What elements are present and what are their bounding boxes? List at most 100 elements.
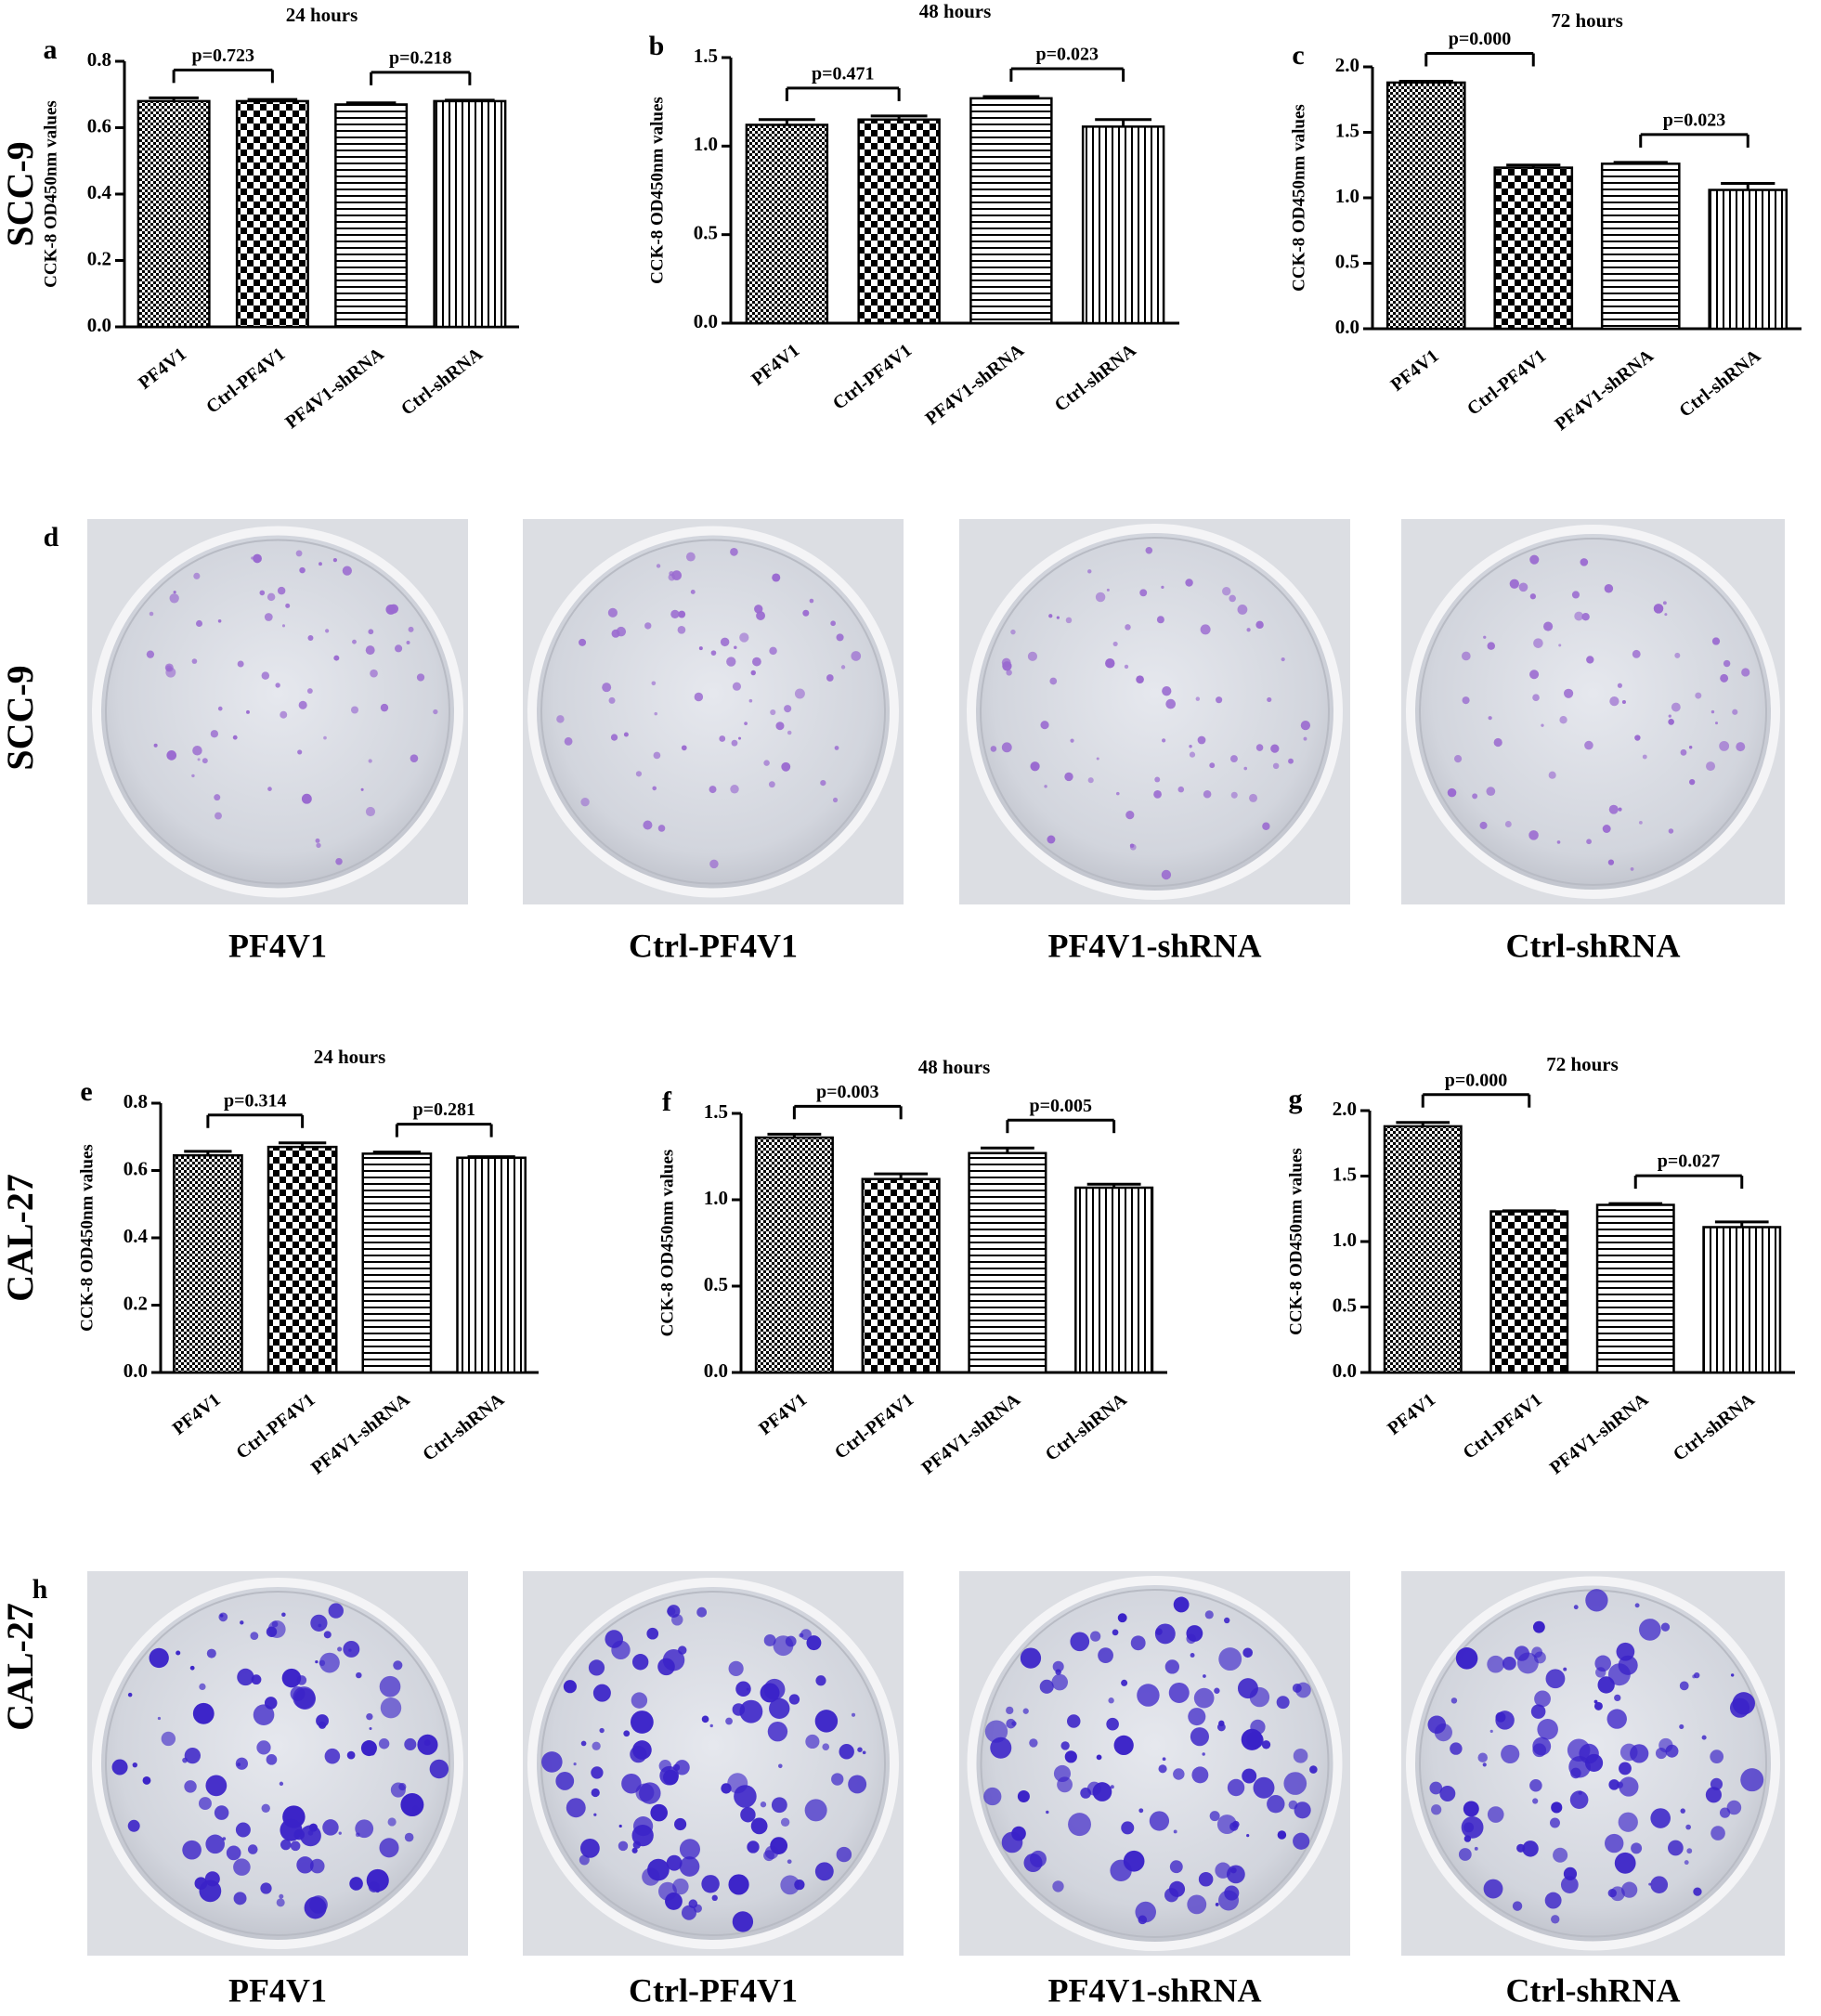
colony	[323, 1631, 332, 1639]
colony	[754, 605, 763, 614]
y-tick-label: 1.5	[1335, 119, 1359, 141]
colony	[591, 1766, 604, 1779]
error-bar	[372, 1151, 422, 1154]
colony	[632, 1740, 652, 1760]
y-tick-label: 0.0	[124, 1359, 148, 1382]
significance-bracket	[395, 1123, 493, 1138]
colony	[768, 781, 775, 788]
colony	[1001, 742, 1012, 753]
colony	[369, 1726, 372, 1730]
colony	[1002, 661, 1012, 671]
y-tick-label: 1.0	[694, 133, 718, 155]
colony	[264, 1697, 278, 1710]
colony	[1705, 1787, 1722, 1803]
colony	[772, 573, 781, 582]
colony	[650, 1803, 668, 1822]
colony	[1671, 702, 1681, 712]
colony	[1200, 624, 1211, 635]
colony	[217, 706, 223, 711]
colony	[1125, 811, 1135, 820]
colony	[778, 1763, 783, 1769]
colony	[1621, 1881, 1638, 1898]
colony	[342, 566, 352, 576]
colony	[346, 1750, 356, 1760]
colony	[290, 1840, 301, 1852]
colony	[280, 710, 288, 719]
colony	[1674, 652, 1681, 658]
colony	[1130, 1635, 1146, 1651]
colony	[1602, 825, 1611, 833]
colony	[1224, 1617, 1230, 1624]
colony	[1685, 1824, 1691, 1830]
colony	[323, 735, 327, 740]
dish-inner-rim	[980, 1589, 1330, 1938]
colony	[593, 1813, 597, 1816]
colony	[182, 1840, 202, 1860]
colony	[279, 1781, 284, 1787]
colony	[335, 857, 343, 865]
colony	[608, 696, 616, 704]
dish-label: PF4V1-shRNA	[1048, 1971, 1262, 2009]
colony	[694, 692, 704, 702]
colony	[725, 1717, 733, 1725]
colony	[1715, 722, 1719, 725]
colony	[1204, 1610, 1214, 1619]
colony	[1662, 601, 1667, 605]
significance-bracket	[206, 1113, 305, 1128]
colony	[1110, 1785, 1114, 1789]
y-tick-label: 0.0	[704, 1359, 728, 1382]
colony	[365, 806, 376, 817]
colony	[324, 1748, 341, 1764]
colony	[788, 1694, 800, 1705]
colony	[563, 1680, 577, 1694]
x-tick-label: PF4V1-shRNA	[307, 1389, 414, 1478]
x-tick-label: PF4V1	[1387, 345, 1443, 396]
colony	[720, 637, 730, 647]
error-bar	[1714, 1220, 1769, 1228]
colony	[233, 1858, 251, 1876]
dish-inner-rim	[540, 539, 886, 885]
p-value: p=0.000	[1445, 1070, 1508, 1090]
colony	[732, 682, 742, 691]
colony	[652, 786, 657, 791]
colony	[579, 638, 587, 646]
dish-inner-rim	[540, 1591, 886, 1936]
colony	[360, 787, 364, 791]
colony	[1664, 613, 1668, 617]
colony	[822, 1743, 830, 1751]
chart-title: 72 hours	[1551, 9, 1623, 32]
colony	[621, 1773, 642, 1794]
colony	[1020, 1647, 1042, 1669]
colony	[1040, 721, 1049, 730]
colony	[1488, 716, 1492, 721]
bar	[1595, 1203, 1675, 1374]
colony	[769, 646, 777, 656]
colony	[385, 604, 397, 615]
colony	[769, 1697, 790, 1720]
error-bar	[767, 1132, 822, 1138]
colony	[800, 1629, 812, 1641]
colony	[726, 657, 736, 667]
colony	[1173, 1768, 1185, 1780]
colony	[260, 1882, 272, 1894]
colony	[166, 750, 177, 761]
colony	[1619, 1743, 1638, 1762]
error-bar	[1608, 1202, 1663, 1205]
colony	[1149, 1811, 1170, 1831]
y-axis-label: CCK-8 OD450nm values	[647, 97, 667, 284]
colony	[1124, 664, 1129, 670]
colony	[1080, 1788, 1092, 1799]
colony	[862, 1750, 866, 1755]
error-bar	[982, 95, 1040, 98]
colony	[1281, 657, 1285, 662]
colony	[611, 629, 620, 638]
colony	[205, 1834, 225, 1854]
colony	[1068, 1813, 1091, 1837]
p-value: p=0.218	[389, 47, 452, 68]
colony	[307, 634, 314, 641]
dish-inner-rim	[980, 537, 1330, 887]
colony	[276, 1898, 285, 1907]
significance-bracket	[792, 1104, 903, 1120]
bar	[361, 1152, 433, 1374]
colony	[740, 1806, 756, 1823]
